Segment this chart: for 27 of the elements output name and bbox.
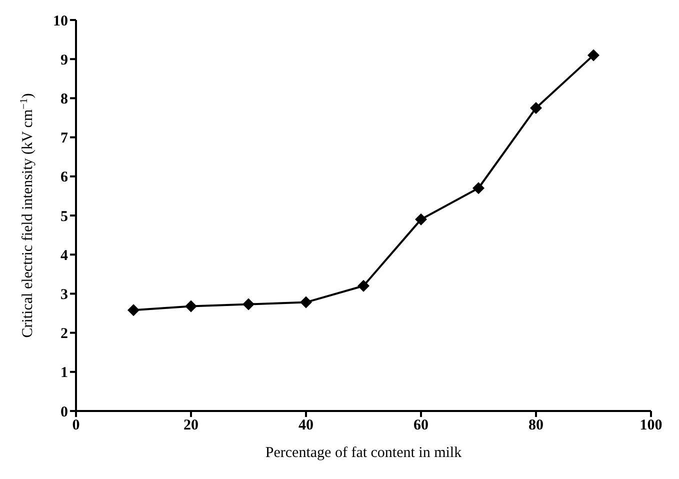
- y-tick-label: 7: [60, 130, 68, 147]
- y-tick-label: 2: [60, 326, 68, 342]
- point: [242, 298, 254, 310]
- y-tick-label: 0: [60, 404, 68, 420]
- point: [128, 304, 140, 316]
- y-tick-label: 3: [60, 287, 68, 304]
- x-tick-label: 100: [640, 418, 662, 434]
- x-axis-title: Percentage of fat content in milk: [265, 445, 462, 461]
- point: [472, 182, 484, 194]
- y-tick-label: 4: [60, 248, 68, 264]
- y-tick-label: 10: [53, 13, 68, 30]
- x-tick-label: 0: [72, 418, 80, 434]
- y-tick-label: 5: [60, 208, 68, 225]
- point: [300, 296, 312, 308]
- y-tick-label: 9: [60, 52, 68, 68]
- x-tick-label: 40: [298, 418, 314, 434]
- x-tick-label: 80: [528, 418, 544, 434]
- point: [185, 300, 197, 312]
- point: [588, 49, 600, 62]
- x-tick-label: 60: [414, 418, 428, 434]
- point: [358, 280, 370, 292]
- y-tick-label: 1: [60, 365, 68, 382]
- x-tick-label: 20: [184, 418, 198, 434]
- y-tick-label: 8: [60, 92, 68, 108]
- point: [530, 102, 542, 114]
- y-tick-label: 6: [60, 170, 68, 186]
- point: [415, 213, 427, 226]
